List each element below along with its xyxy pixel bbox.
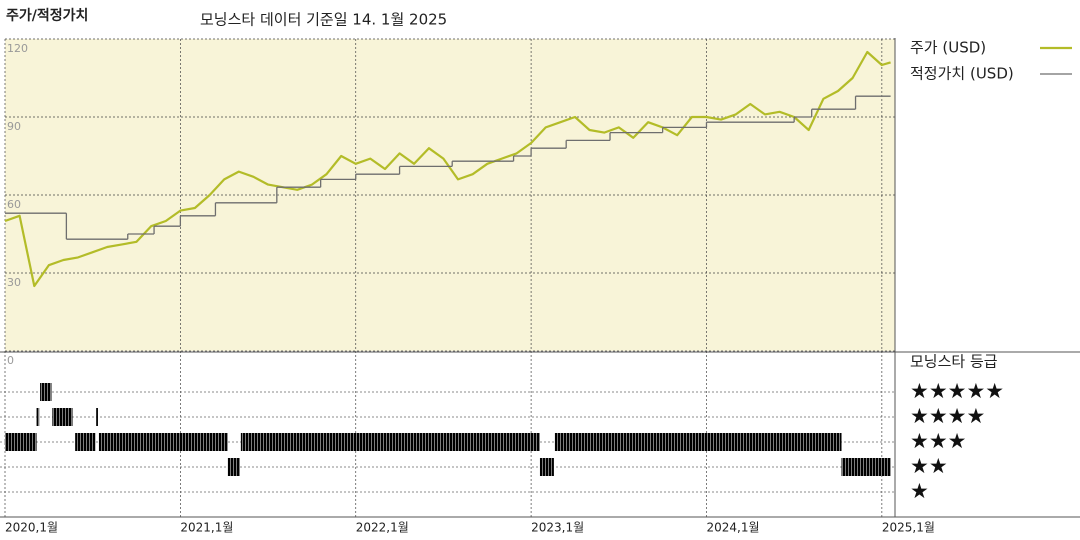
rating-bar bbox=[841, 458, 891, 476]
rating-label: ★★★★ bbox=[910, 404, 985, 428]
y-tick-label: 30 bbox=[7, 276, 21, 289]
price-line bbox=[4, 50, 891, 288]
rating-bar bbox=[96, 408, 98, 426]
rating-bar bbox=[52, 408, 73, 426]
rating-label: ★★★★★ bbox=[910, 379, 1004, 403]
rating-label: ★ bbox=[910, 479, 929, 503]
x-tick-label: 2023,1월 bbox=[531, 521, 584, 535]
y-tick-label: 60 bbox=[7, 198, 21, 211]
rating-title: 모닝스타 등급 bbox=[910, 353, 998, 371]
x-tick-label: 2024,1월 bbox=[706, 521, 759, 535]
chart-title: 주가/적정가치 bbox=[6, 7, 88, 24]
legend-label: 적정가치 (USD) bbox=[910, 65, 1014, 83]
rating-bar bbox=[75, 433, 96, 451]
chart-subtitle: 모닝스타 데이터 기준일 14. 1월 2025 bbox=[200, 11, 447, 29]
rating-bar bbox=[36, 408, 40, 426]
rating-bar bbox=[240, 433, 540, 451]
rating-label: ★★ bbox=[910, 454, 948, 478]
rating-bar bbox=[98, 433, 228, 451]
rating-bar bbox=[539, 458, 554, 476]
rating-label: ★★★ bbox=[910, 429, 966, 453]
x-tick-label: 2022,1월 bbox=[356, 521, 409, 535]
rating-bar bbox=[554, 433, 842, 451]
x-tick-label: 2021,1월 bbox=[180, 521, 233, 535]
legend-label: 주가 (USD) bbox=[910, 39, 986, 57]
x-tick-label: 2025,1월 bbox=[882, 521, 935, 535]
rating-bar bbox=[227, 458, 240, 476]
rating-bar bbox=[40, 383, 52, 401]
x-tick-label: 2020,1월 bbox=[5, 521, 58, 535]
y-tick-label: 0 bbox=[7, 354, 14, 367]
y-tick-label: 90 bbox=[7, 120, 21, 133]
y-tick-label: 120 bbox=[7, 42, 28, 55]
rating-bar bbox=[5, 433, 37, 451]
